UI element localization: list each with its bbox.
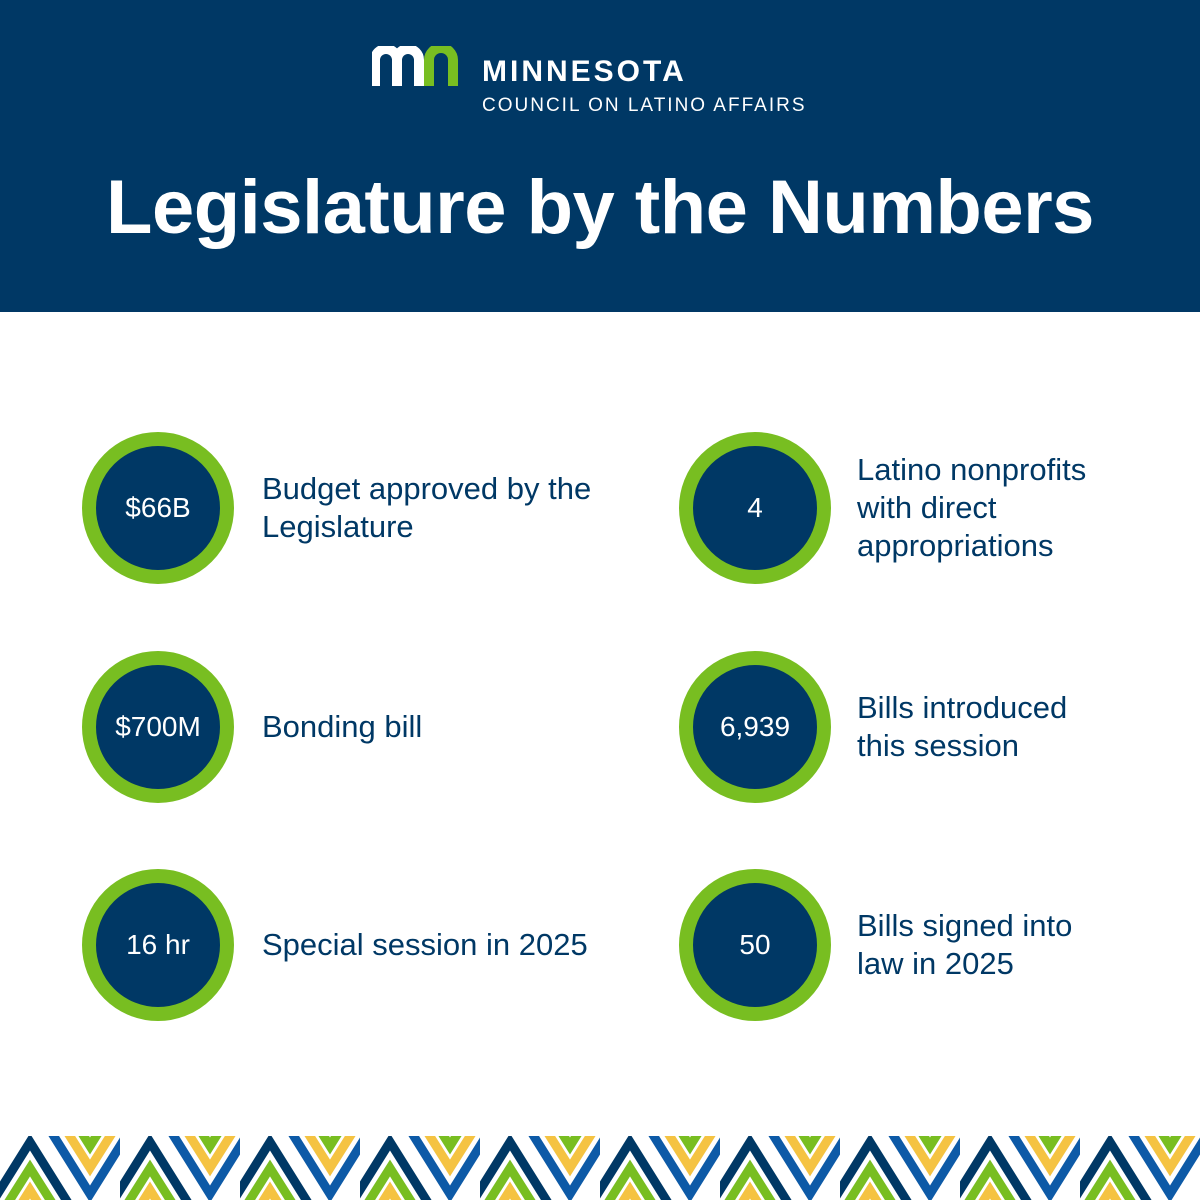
stat-bills-signed: 50 Bills signed into law in 2025 (679, 869, 1199, 1021)
stat-label: Special session in 2025 (262, 927, 588, 962)
stat-value-circle: 16 hr (82, 869, 234, 1021)
logo-org-name: MINNESOTA (482, 55, 687, 88)
stat-bonding: $700M Bonding bill (82, 651, 602, 803)
stat-special-session: 16 hr Special session in 2025 (82, 869, 602, 1021)
stat-nonprofits: 4 Latino nonprofits with direct appropri… (679, 432, 1199, 584)
stat-label: Bills signed into law in 2025 (857, 908, 1073, 981)
stat-budget: $66B Budget approved by the Legislature (82, 432, 602, 584)
council-logo: MINNESOTA COUNCIL ON LATINO AFFAIRS (372, 46, 832, 126)
stat-bills-introduced: 6,939 Bills introduced this session (679, 651, 1199, 803)
stat-label: Bonding bill (262, 709, 423, 744)
stat-label: Budget approved by the Legislature (262, 471, 592, 544)
stat-value-circle: 50 (679, 869, 831, 1021)
header-banner: MINNESOTA COUNCIL ON LATINO AFFAIRS Legi… (0, 0, 1200, 312)
stat-label: Bills introduced this session (857, 690, 1068, 763)
page-title: Legislature by the Numbers (106, 165, 1094, 250)
mn-logo-icon (372, 46, 458, 86)
stat-value-circle: $700M (82, 651, 234, 803)
stat-value-circle: $66B (82, 432, 234, 584)
stat-value-circle: 4 (679, 432, 831, 584)
stat-value-circle: 6,939 (679, 651, 831, 803)
chevron-pattern (0, 1136, 1200, 1200)
logo-subtitle: COUNCIL ON LATINO AFFAIRS (482, 95, 807, 116)
stat-label: Latino nonprofits with direct appropriat… (857, 452, 1087, 563)
